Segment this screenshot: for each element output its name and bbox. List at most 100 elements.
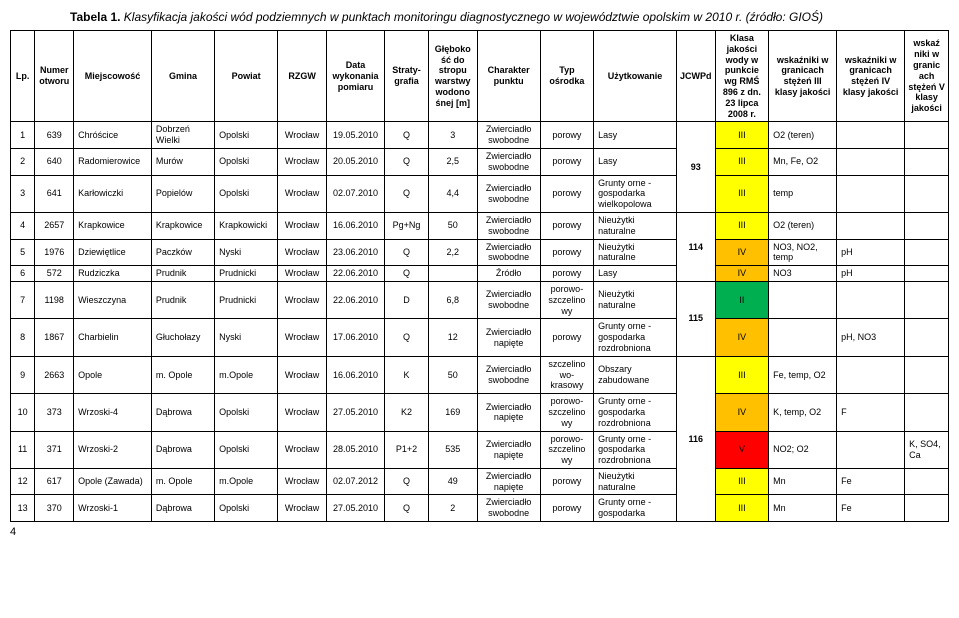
cell: porowy bbox=[540, 148, 593, 175]
cell: Grunty orne - gospodarka rozdrobniona bbox=[594, 431, 677, 468]
cell: III bbox=[715, 356, 768, 393]
cell: Dąbrowa bbox=[151, 431, 214, 468]
cell: O2 (teren) bbox=[769, 212, 837, 239]
h-gmina: Gmina bbox=[151, 31, 214, 122]
cell: 28.05.2010 bbox=[326, 431, 384, 468]
cell bbox=[428, 266, 477, 282]
cell: Wieszczyna bbox=[74, 281, 152, 318]
cell: Opolski bbox=[215, 495, 278, 522]
cell: Zwierciadło napięte bbox=[477, 319, 540, 356]
cell: Dobrzeń Wielki bbox=[151, 122, 214, 149]
cell: Opolski bbox=[215, 431, 278, 468]
h-rzgw: RZGW bbox=[278, 31, 327, 122]
cell: Dąbrowa bbox=[151, 495, 214, 522]
cell: porowy bbox=[540, 239, 593, 266]
cell: V bbox=[715, 431, 768, 468]
cell: Prudnik bbox=[151, 266, 214, 282]
cell: Nyski bbox=[215, 319, 278, 356]
cell: porowy bbox=[540, 212, 593, 239]
cell: Nieużytki naturalne bbox=[594, 281, 677, 318]
cell: m. Opole bbox=[151, 356, 214, 393]
cell bbox=[905, 122, 949, 149]
cell: 16.06.2010 bbox=[326, 212, 384, 239]
cell: 50 bbox=[428, 356, 477, 393]
cell bbox=[905, 148, 949, 175]
cell: Opolski bbox=[215, 394, 278, 431]
cell: 02.07.2012 bbox=[326, 468, 384, 495]
cell: Lasy bbox=[594, 122, 677, 149]
cell: m.Opole bbox=[215, 356, 278, 393]
cell: Mn, Fe, O2 bbox=[769, 148, 837, 175]
cell: Wrocław bbox=[278, 212, 327, 239]
cell: Wrocław bbox=[278, 356, 327, 393]
cell: porowo-szczelino wy bbox=[540, 394, 593, 431]
table-row: 11371Wrzoski-2DąbrowaOpolskiWrocław28.05… bbox=[11, 431, 949, 468]
h-miejsc: Miejscowość bbox=[74, 31, 152, 122]
cell: Q bbox=[385, 495, 429, 522]
cell: 2657 bbox=[35, 212, 74, 239]
cell bbox=[905, 175, 949, 212]
cell: Karłowiczki bbox=[74, 175, 152, 212]
cell: Zwierciadło swobodne bbox=[477, 239, 540, 266]
cell: K bbox=[385, 356, 429, 393]
h-data: Data wykonania pomiaru bbox=[326, 31, 384, 122]
cell: Mn bbox=[769, 495, 837, 522]
cell bbox=[905, 319, 949, 356]
cell: m. Opole bbox=[151, 468, 214, 495]
h-powiat: Powiat bbox=[215, 31, 278, 122]
cell: NO2; O2 bbox=[769, 431, 837, 468]
cell: Wrocław bbox=[278, 175, 327, 212]
cell: III bbox=[715, 175, 768, 212]
cell: Wrocław bbox=[278, 122, 327, 149]
cell: 12 bbox=[428, 319, 477, 356]
cell: D bbox=[385, 281, 429, 318]
cell: Q bbox=[385, 266, 429, 282]
table-body: 1639ChróściceDobrzeń WielkiOpolskiWrocła… bbox=[11, 122, 949, 522]
cell: 1867 bbox=[35, 319, 74, 356]
table-row: 42657KrapkowiceKrapkowiceKrapkowickiWroc… bbox=[11, 212, 949, 239]
cell bbox=[769, 281, 837, 318]
cell: 22.06.2010 bbox=[326, 266, 384, 282]
cell: NO3 bbox=[769, 266, 837, 282]
cell: 9 bbox=[11, 356, 35, 393]
cell: 535 bbox=[428, 431, 477, 468]
cell: Popielów bbox=[151, 175, 214, 212]
cell: Grunty orne - gospodarka wielkopolowa bbox=[594, 175, 677, 212]
cell bbox=[837, 281, 905, 318]
cell: Zwierciadło swobodne bbox=[477, 148, 540, 175]
h-ws3: wskaźniki w granicach stężeń III klasy j… bbox=[769, 31, 837, 122]
cell: Wrocław bbox=[278, 394, 327, 431]
cell: pH bbox=[837, 239, 905, 266]
cell bbox=[905, 495, 949, 522]
cell: Mn bbox=[769, 468, 837, 495]
cell: 50 bbox=[428, 212, 477, 239]
cell: K, SO4, Ca bbox=[905, 431, 949, 468]
cell: Wrocław bbox=[278, 239, 327, 266]
table-row: 92663Opolem. Opolem.OpoleWrocław16.06.20… bbox=[11, 356, 949, 393]
cell: Charbielin bbox=[74, 319, 152, 356]
cell: P1+2 bbox=[385, 431, 429, 468]
cell: 16.06.2010 bbox=[326, 356, 384, 393]
cell: porowy bbox=[540, 266, 593, 282]
cell: 13 bbox=[11, 495, 35, 522]
cell: 6,8 bbox=[428, 281, 477, 318]
cell: Pg+Ng bbox=[385, 212, 429, 239]
cell: 27.05.2010 bbox=[326, 495, 384, 522]
cell: 2,5 bbox=[428, 148, 477, 175]
table-row: 81867CharbielinGłuchołazyNyskiWrocław17.… bbox=[11, 319, 949, 356]
cell: 23.06.2010 bbox=[326, 239, 384, 266]
cell: Zwierciadło swobodne bbox=[477, 356, 540, 393]
cell: 7 bbox=[11, 281, 35, 318]
cell: 1198 bbox=[35, 281, 74, 318]
cell: Prudnik bbox=[151, 281, 214, 318]
cell: 115 bbox=[676, 281, 715, 356]
cell: Prudnicki bbox=[215, 281, 278, 318]
cell: 640 bbox=[35, 148, 74, 175]
cell: Zwierciadło napięte bbox=[477, 431, 540, 468]
cell bbox=[905, 281, 949, 318]
cell: Lasy bbox=[594, 266, 677, 282]
cell: m.Opole bbox=[215, 468, 278, 495]
cell: 2,2 bbox=[428, 239, 477, 266]
cell: 19.05.2010 bbox=[326, 122, 384, 149]
h-jcwpd: JCWPd bbox=[676, 31, 715, 122]
